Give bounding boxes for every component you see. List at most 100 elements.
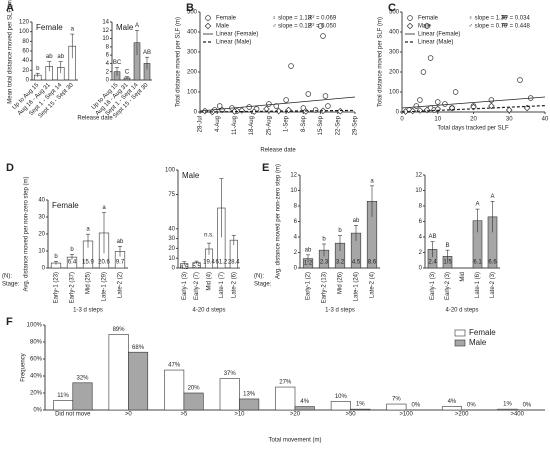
legend-marker <box>205 15 211 21</box>
y-tick-label: 0 <box>396 110 400 116</box>
panel-letter: F <box>6 316 13 328</box>
y-tick-label: 6 <box>294 219 298 225</box>
y-tick-label: 0 <box>419 266 423 272</box>
y-tick-label: 30 <box>168 236 175 242</box>
annotation: ♂ slope = 0.79 <box>468 24 508 30</box>
significance-letter: b <box>54 254 58 260</box>
x-tick-label: Late-2 (6) <box>231 272 237 298</box>
bar <box>219 378 240 411</box>
value-label: 4.5 <box>352 260 361 266</box>
bar <box>294 406 315 411</box>
row-label: (N): <box>254 274 264 280</box>
point <box>420 69 427 75</box>
value-label: 6.1 <box>473 260 482 266</box>
y-tick-label: 200 <box>187 70 198 76</box>
y-tick-label: 300 <box>187 50 198 56</box>
annotation: R² = 0.069 <box>308 16 337 22</box>
y-axis-label: Avg. distance moved per non-zero step (m… <box>276 164 282 279</box>
point <box>448 104 456 112</box>
x-tick-label: >400 <box>510 412 524 418</box>
x-tick-label: Early-2 (3) <box>445 272 451 300</box>
y-tick-label: 200 <box>389 70 400 76</box>
point <box>416 107 424 114</box>
y-axis-label: Mean total distance moved per SLF (m) <box>8 0 14 104</box>
y-tick-label: 12 <box>415 173 422 179</box>
x-tick-label: Early-2 (37) <box>70 272 76 303</box>
x-tick-label: 29-Sep <box>353 115 359 135</box>
x-tick-label: >50 <box>345 412 356 418</box>
x-tick-label: >200 <box>455 412 469 418</box>
significance-letter: B <box>445 243 449 249</box>
bar <box>164 369 185 411</box>
y-tick-label: 20 <box>38 232 45 238</box>
value-label: 3.2 <box>336 260 345 266</box>
x-tick-label: Late-1 (24) <box>354 272 360 301</box>
significance-letter: A <box>135 23 139 29</box>
x-tick-label: Early-1 (23) <box>54 272 60 303</box>
x-tick-label: Early-1 (3) <box>430 272 436 300</box>
x-tick-label: Late-1 (6) <box>475 272 481 298</box>
y-tick-label: 80% <box>30 340 43 346</box>
y-tick-label: 100 <box>165 168 176 174</box>
y-tick-label: 40 <box>22 58 29 64</box>
x-axis-label: Release date <box>77 116 113 122</box>
value-label: 2.4 <box>428 260 437 266</box>
value-label: 28.4 <box>228 260 240 266</box>
point <box>413 103 420 109</box>
annotation: ♀ slope = 1.13 <box>272 16 312 22</box>
x-tick-label: Mid (4) <box>207 272 213 291</box>
y-tick-label: 30 <box>38 215 45 221</box>
value-label: 0% <box>467 403 476 409</box>
y-tick-label: 100 <box>187 90 198 96</box>
bar <box>53 400 74 411</box>
y-tick-label: 8 <box>294 204 298 210</box>
point <box>322 93 329 99</box>
value-label: 4% <box>300 399 309 405</box>
point <box>523 104 531 112</box>
x-tick-label: >20 <box>290 412 301 418</box>
bar <box>108 334 129 411</box>
significance-letter: b <box>322 237 326 243</box>
legend-marker <box>406 22 414 30</box>
y-tick-label: 2 <box>106 69 110 75</box>
point <box>273 103 280 109</box>
x-tick-label: >10 <box>234 412 245 418</box>
significance-letter: b <box>36 66 40 72</box>
x-tick-label: 30 <box>506 117 513 123</box>
value-label: 6.6 <box>488 260 497 266</box>
point <box>402 108 409 115</box>
trend-line <box>199 96 356 112</box>
row-label: Stage: <box>254 282 272 288</box>
bar <box>497 408 518 411</box>
significance-letter: AB <box>143 50 151 56</box>
y-tick-label: 60% <box>30 357 43 363</box>
x-tick-label: >100 <box>399 412 413 418</box>
x-tick-label: Early-2 (13) <box>322 272 328 303</box>
significance-letter: ab <box>57 54 64 60</box>
y-tick-label: 14 <box>102 20 109 26</box>
x-tick-label: Early-2 (7) <box>194 272 200 300</box>
x-tick-label: 40 <box>542 117 549 123</box>
x-tick-label: >5 <box>180 412 188 418</box>
y-tick-label: 4 <box>294 235 298 241</box>
value-label: 32% <box>76 375 89 381</box>
significance-letter: C <box>125 69 130 75</box>
annotation: ♀ slope = 1.39 <box>468 16 508 22</box>
value-label: 61.2 <box>216 260 228 266</box>
value-label: 10% <box>335 394 348 400</box>
x-tick-label: Late-1 (7) <box>219 272 225 298</box>
y-tick-label: 400 <box>389 30 400 36</box>
y-tick-label: 40 <box>38 198 45 204</box>
point <box>488 97 495 103</box>
legend-swatch <box>454 339 466 347</box>
point <box>452 89 459 95</box>
point <box>435 99 441 105</box>
y-tick-label: 100 <box>19 29 30 35</box>
y-tick-label: 40 <box>168 226 175 232</box>
annotation: R² = 0.448 <box>502 24 531 30</box>
panel-letter: E <box>262 162 269 174</box>
significance-letter: ab <box>305 247 312 253</box>
y-tick-label: 10 <box>415 188 422 194</box>
x-tick-label: 8-Sep <box>301 115 307 132</box>
annotation: R² = 0.034 <box>502 16 531 22</box>
